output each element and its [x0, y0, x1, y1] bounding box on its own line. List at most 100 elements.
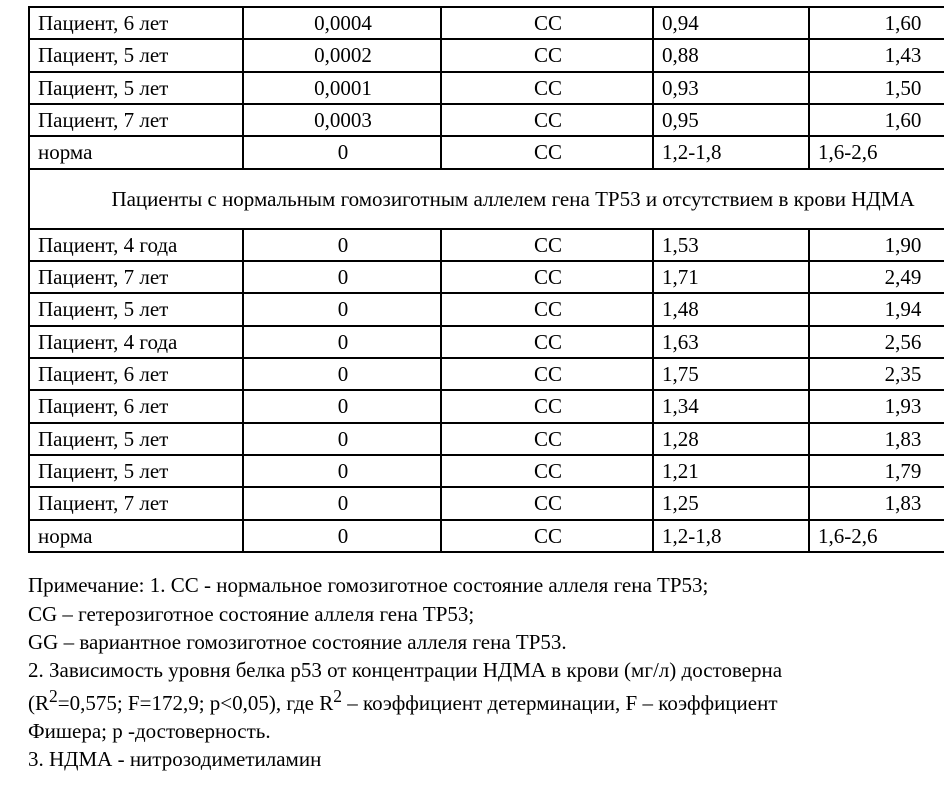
table-cell: 0 [243, 455, 441, 487]
table-cell: 1,2-1,8 [653, 520, 809, 552]
table-cell: 0,88 [653, 39, 809, 71]
table-row: Пациент, 7 лет0CC1,712,49 [29, 261, 944, 293]
table-cell: Пациент, 7 лет [29, 261, 243, 293]
table-row: Пациент, 7 лет0,0003CC0,951,60 [29, 104, 944, 136]
table-cell: CC [441, 261, 653, 293]
table-cell: Пациент, 5 лет [29, 39, 243, 71]
table-cell: 1,34 [653, 390, 809, 422]
table-cell: 1,48 [653, 293, 809, 325]
table-cell: CC [441, 423, 653, 455]
table-cell: 1,63 [653, 326, 809, 358]
table-cell: Пациент, 6 лет [29, 7, 243, 39]
table-cell: 2,56 [809, 326, 944, 358]
table-cell: CC [441, 229, 653, 261]
table-cell: 1,93 [809, 390, 944, 422]
table-cell: 0,93 [653, 72, 809, 104]
table-cell: Пациент, 5 лет [29, 455, 243, 487]
table-cell: 2,49 [809, 261, 944, 293]
note-line: (R2=0,575; F=172,9; p<0,05), где R2 – ко… [28, 685, 908, 717]
table-cell: 0 [243, 293, 441, 325]
table-row: Пациент, 5 лет0CC1,281,83 [29, 423, 944, 455]
table-cell: 1,83 [809, 487, 944, 519]
table-cell: 1,2-1,8 [653, 136, 809, 168]
table-cell: 1,83 [809, 423, 944, 455]
table-row: норма0CC1,2-1,81,6-2,6 [29, 136, 944, 168]
note-text: – коэффициент детерминации, F – коэффици… [342, 691, 778, 715]
table-row: Пациент, 6 лет0CC1,752,35 [29, 358, 944, 390]
table-cell: Пациент, 5 лет [29, 293, 243, 325]
table-cell: 1,60 [809, 104, 944, 136]
table-cell: 0 [243, 423, 441, 455]
table-cell: норма [29, 136, 243, 168]
table-cell: CC [441, 104, 653, 136]
table-cell: 1,28 [653, 423, 809, 455]
table-cell: CC [441, 72, 653, 104]
table-cell: CC [441, 390, 653, 422]
table-row: Пациент, 6 лет0CC1,341,93 [29, 390, 944, 422]
note-line: Фишера; p -достоверность. [28, 717, 908, 745]
superscript: 2 [49, 686, 58, 706]
table-cell: 1,6-2,6 [809, 520, 944, 552]
table-cell: 0,0003 [243, 104, 441, 136]
table-cell: 1,94 [809, 293, 944, 325]
table-cell: 2,35 [809, 358, 944, 390]
note-line: Примечание: 1. CC - нормальное гомозигот… [28, 571, 908, 599]
table-row: Пациент, 5 лет0CC1,481,94 [29, 293, 944, 325]
footnotes: Примечание: 1. CC - нормальное гомозигот… [28, 571, 908, 773]
table-cell: Пациент, 5 лет [29, 423, 243, 455]
table-cell: Пациент, 6 лет [29, 390, 243, 422]
table-cell: 0 [243, 390, 441, 422]
table-cell: Пациент, 7 лет [29, 487, 243, 519]
table-row: Пациент, 5 лет0,0001CC0,931,50 [29, 72, 944, 104]
superscript: 2 [333, 686, 342, 706]
note-line: CG – гетерозиготное состояние аллеля ген… [28, 600, 908, 628]
table-cell: 1,50 [809, 72, 944, 104]
table-cell: 0,0001 [243, 72, 441, 104]
note-line: 3. НДМА - нитрозодиметиламин [28, 745, 908, 773]
table-cell: 0,0002 [243, 39, 441, 71]
table-cell: 1,53 [653, 229, 809, 261]
note-text: (R [28, 691, 49, 715]
table-cell: CC [441, 520, 653, 552]
table-cell: 1,79 [809, 455, 944, 487]
table-cell: 0 [243, 136, 441, 168]
section-header-cell: Пациенты с нормальным гомозиготным аллел… [29, 169, 944, 229]
table-cell: CC [441, 293, 653, 325]
note-line: GG – вариантное гомозиготное состояние а… [28, 628, 908, 656]
table-row: Пациент, 5 лет0CC1,211,79 [29, 455, 944, 487]
table-cell: 1,90 [809, 229, 944, 261]
table-cell: 1,21 [653, 455, 809, 487]
table-cell: 1,60 [809, 7, 944, 39]
table-cell: 0 [243, 487, 441, 519]
table-cell: CC [441, 455, 653, 487]
table-cell: 0,94 [653, 7, 809, 39]
table-row: Пациент, 4 года0CC1,632,56 [29, 326, 944, 358]
table-section-header: Пациенты с нормальным гомозиготным аллел… [29, 169, 944, 229]
table-cell: 1,71 [653, 261, 809, 293]
table-row: Пациент, 4 года0CC1,531,90 [29, 229, 944, 261]
table-cell: 1,25 [653, 487, 809, 519]
table-cell: 0,95 [653, 104, 809, 136]
table-body: Пациент, 6 лет0,0004CC0,941,60Пациент, 5… [29, 7, 944, 552]
table-cell: 0 [243, 261, 441, 293]
table-cell: Пациент, 5 лет [29, 72, 243, 104]
document-page: Пациент, 6 лет0,0004CC0,941,60Пациент, 5… [0, 0, 944, 798]
table-cell: CC [441, 136, 653, 168]
table-cell: 0 [243, 358, 441, 390]
table-cell: 0 [243, 520, 441, 552]
table-row: Пациент, 7 лет0CC1,251,83 [29, 487, 944, 519]
table-cell: 0 [243, 326, 441, 358]
table-cell: 0 [243, 229, 441, 261]
table-cell: Пациент, 4 года [29, 229, 243, 261]
note-line: 2. Зависимость уровня белка р53 от конце… [28, 656, 908, 684]
table-cell: 1,6-2,6 [809, 136, 944, 168]
table-cell: Пациент, 4 года [29, 326, 243, 358]
table-row: Пациент, 6 лет0,0004CC0,941,60 [29, 7, 944, 39]
table-cell: CC [441, 326, 653, 358]
table-cell: CC [441, 487, 653, 519]
data-table: Пациент, 6 лет0,0004CC0,941,60Пациент, 5… [28, 6, 944, 553]
table-cell: CC [441, 358, 653, 390]
table-cell: CC [441, 7, 653, 39]
table-cell: 0,0004 [243, 7, 441, 39]
table-cell: норма [29, 520, 243, 552]
